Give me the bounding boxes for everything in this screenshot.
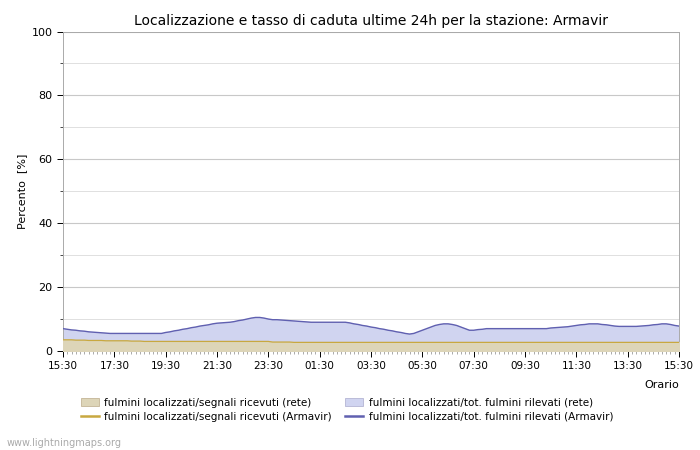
Title: Localizzazione e tasso di caduta ultime 24h per la stazione: Armavir: Localizzazione e tasso di caduta ultime … [134, 14, 608, 27]
Text: www.lightningmaps.org: www.lightningmaps.org [7, 438, 122, 448]
Y-axis label: Percento  [%]: Percento [%] [18, 153, 27, 229]
Text: Orario: Orario [644, 380, 679, 390]
Legend: fulmini localizzati/segnali ricevuti (rete), fulmini localizzati/segnali ricevut: fulmini localizzati/segnali ricevuti (re… [80, 398, 613, 422]
